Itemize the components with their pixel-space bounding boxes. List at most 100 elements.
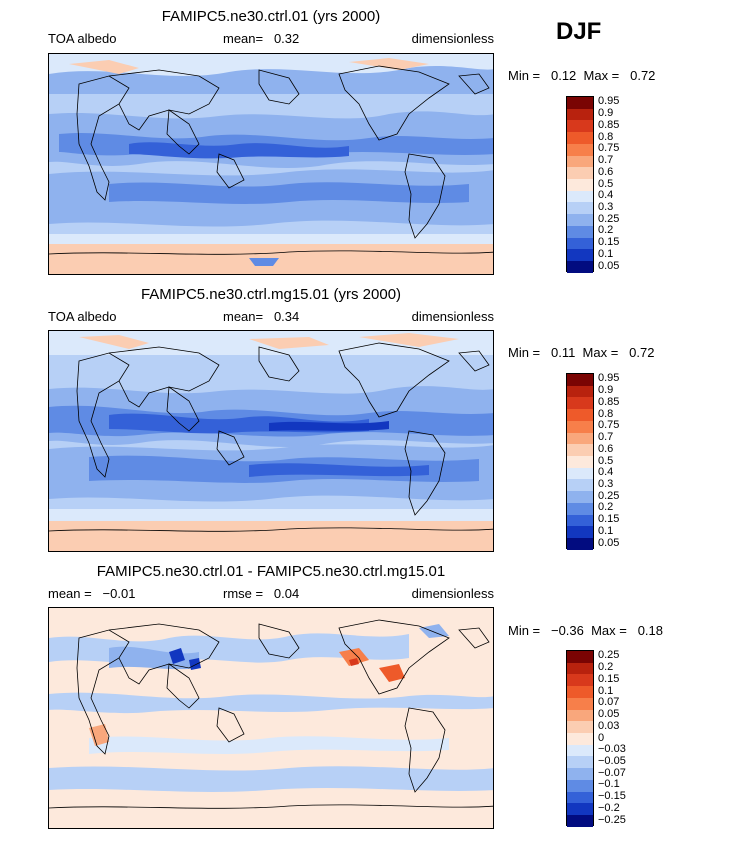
colorbar-tick-label: −0.03 (598, 743, 626, 756)
panel-3-subline: mean = −0.01 rmse = 0.04 dimensionless (48, 586, 494, 602)
colorbar-tick-label: 0.5 (598, 454, 614, 467)
panel-1-map (48, 53, 494, 275)
colorbar-tick-label: 0.15 (598, 513, 620, 526)
colorbar-swatch (567, 502, 593, 515)
colorbar-swatch (567, 444, 593, 457)
colorbar-tick-label: −0.07 (598, 766, 626, 779)
colorbar-swatch (567, 420, 593, 433)
colorbar-swatch (567, 237, 593, 250)
colorbar-tick-label: 0.7 (598, 154, 614, 167)
panel-1-units-label: dimensionless (411, 31, 494, 46)
colorbar-tick-label: 0.05 (598, 708, 620, 721)
colorbar-swatch (567, 756, 593, 769)
colorbar-tick-label: −0.05 (598, 754, 626, 767)
panel-3-title: FAMIPC5.ne30.ctrl.01 - FAMIPC5.ne30.ctrl… (96, 563, 446, 580)
colorbar-tick-label: 0.05 (598, 536, 620, 549)
colorbar-swatch (567, 397, 593, 410)
panel-3-minmax: Min = −0.36 Max = 0.18 (508, 623, 664, 638)
colorbar-swatch (567, 190, 593, 203)
colorbar-tick-label: 0.9 (598, 384, 614, 397)
colorbar-tick-label: 0.7 (598, 431, 614, 444)
colorbar-tick-label: 0.4 (598, 189, 614, 202)
colorbar-swatch (567, 651, 593, 663)
colorbar-swatch (567, 467, 593, 480)
colorbar-tick-label: 0.75 (598, 142, 620, 155)
panel-2-mean-label: mean= 0.34 (223, 309, 300, 324)
colorbar-tick-label: 0.85 (598, 395, 620, 408)
panel-1-subline: TOA albedo mean= 0.32 dimensionless (48, 31, 494, 47)
colorbar-swatch (567, 744, 593, 757)
colorbar-tick-label: 0.07 (598, 696, 620, 709)
colorbar-swatch (567, 132, 593, 144)
panel-2-title: FAMIPC5.ne30.ctrl.mg15.01 (yrs 2000) (140, 286, 402, 303)
colorbar-tick-label: 0.8 (598, 407, 614, 420)
colorbar-swatch (567, 709, 593, 722)
colorbar-tick-label: 0.1 (598, 247, 614, 260)
colorbar-tick-label: 0.95 (598, 95, 620, 108)
colorbar-swatch (567, 155, 593, 168)
colorbar-tick-label: 0.05 (598, 259, 620, 272)
colorbar-tick-label: 0.4 (598, 466, 614, 479)
colorbar-tick-label: 0.2 (598, 501, 614, 514)
season-label: DJF (556, 18, 602, 45)
colorbar-tick-label: −0.15 (598, 790, 626, 803)
colorbar-swatch (567, 456, 593, 468)
colorbar-swatch (567, 214, 593, 226)
colorbar-swatch (567, 225, 593, 238)
panel-1-variable-label: TOA albedo (48, 31, 117, 46)
colorbar-swatch (567, 803, 593, 816)
colorbar-tick-label: −0.2 (598, 801, 620, 814)
colorbar-swatch (567, 733, 593, 745)
panel-1-title: FAMIPC5.ne30.ctrl.01 (yrs 2000) (161, 8, 381, 25)
panel-2-units-label: dimensionless (411, 309, 494, 324)
colorbar-swatch (567, 479, 593, 492)
colorbar-swatch (567, 791, 593, 804)
colorbar-swatch (567, 108, 593, 121)
colorbar-tick-label: 0.03 (598, 719, 620, 732)
colorbar-tick-label: 0.95 (598, 372, 620, 385)
panel-1-minmax: Min = 0.12 Max = 0.72 (508, 68, 656, 83)
colorbar-swatch (567, 662, 593, 675)
colorbar-swatch (567, 721, 593, 734)
panel-2-subline: TOA albedo mean= 0.34 dimensionless (48, 309, 494, 325)
colorbar-swatch (567, 120, 593, 133)
colorbar-tick-label: 0.3 (598, 477, 614, 490)
panel-3-rmse-label: rmse = 0.04 (223, 586, 300, 601)
colorbar-tick-label: 0.2 (598, 224, 614, 237)
colorbar-swatch (567, 491, 593, 503)
panel-2-map-svg (49, 331, 493, 551)
panel-3-mean-label: mean = −0.01 (48, 586, 136, 601)
colorbar-tick-label: 0.85 (598, 118, 620, 131)
colorbar-swatch (567, 538, 593, 550)
colorbar-tick-label: 0.6 (598, 165, 614, 178)
colorbar-swatch (567, 374, 593, 386)
colorbar-swatch (567, 249, 593, 262)
colorbar-swatch (567, 409, 593, 421)
panel-3-colorbar (566, 650, 594, 827)
colorbar-swatch (567, 815, 593, 827)
colorbar-swatch (567, 167, 593, 180)
panel-2-colorbar (566, 373, 594, 550)
panel-2-variable-label: TOA albedo (48, 309, 117, 324)
panel-1-mean-label: mean= 0.32 (223, 31, 300, 46)
panel-1-colorbar (566, 96, 594, 273)
colorbar-swatch (567, 779, 593, 792)
colorbar-swatch (567, 385, 593, 398)
colorbar-swatch (567, 179, 593, 191)
colorbar-tick-label: 0.15 (598, 236, 620, 249)
panel-2-minmax: Min = 0.11 Max = 0.72 (508, 345, 655, 360)
colorbar-tick-label: 0.25 (598, 649, 620, 662)
colorbar-tick-label: 0.2 (598, 661, 614, 674)
colorbar-swatch (567, 432, 593, 445)
colorbar-swatch (567, 674, 593, 687)
colorbar-swatch (567, 697, 593, 710)
colorbar-tick-label: 0.3 (598, 200, 614, 213)
colorbar-swatch (567, 768, 593, 780)
colorbar-tick-label: 0 (598, 731, 605, 744)
panel-3-units-label: dimensionless (411, 586, 494, 601)
colorbar-tick-label: 0.15 (598, 672, 620, 685)
panel-3-map-svg (49, 608, 493, 828)
colorbar-tick-label: 0.75 (598, 419, 620, 432)
colorbar-swatch (567, 526, 593, 539)
colorbar-swatch (567, 514, 593, 527)
